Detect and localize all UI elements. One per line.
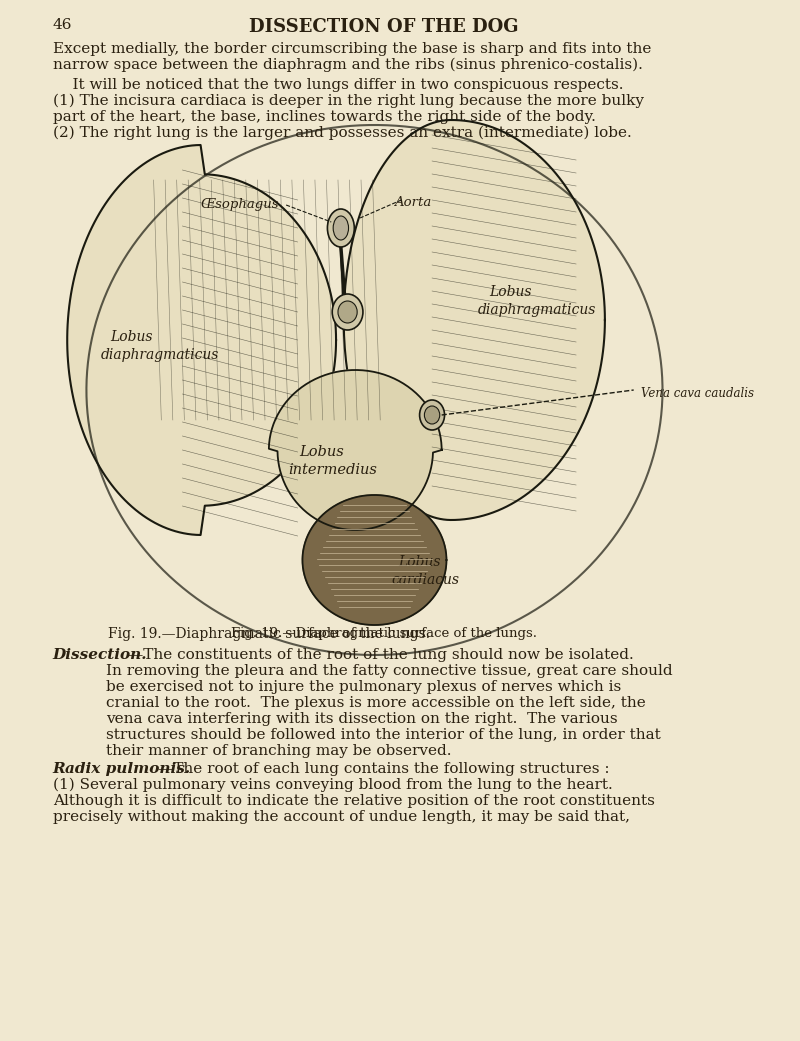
- Ellipse shape: [327, 209, 354, 247]
- Text: DISSECTION OF THE DOG: DISSECTION OF THE DOG: [250, 18, 519, 36]
- Text: structures should be followed into the interior of the lung, in order that: structures should be followed into the i…: [106, 728, 660, 742]
- Text: Vena cava caudalis: Vena cava caudalis: [642, 387, 754, 400]
- Text: Except medially, the border circumscribing the base is sharp and fits into the: Except medially, the border circumscribi…: [53, 42, 651, 56]
- Text: (1) Several pulmonary veins conveying blood from the lung to the heart.: (1) Several pulmonary veins conveying bl…: [53, 778, 613, 792]
- Text: cranial to the root.  The plexus is more accessible on the left side, the: cranial to the root. The plexus is more …: [106, 696, 646, 710]
- Text: (2) The right lung is the larger and possesses an extra (intermediate) lobe.: (2) The right lung is the larger and pos…: [53, 126, 631, 141]
- Text: 46: 46: [53, 18, 72, 32]
- Polygon shape: [302, 496, 446, 625]
- Text: be exercised not to injure the pulmonary plexus of nerves which is: be exercised not to injure the pulmonary…: [106, 680, 621, 694]
- Text: part of the heart, the base, inclines towards the right side of the body.: part of the heart, the base, inclines to…: [53, 110, 596, 124]
- Text: Radix pulmonis.: Radix pulmonis.: [53, 762, 191, 776]
- Text: diaphragmaticus: diaphragmaticus: [101, 348, 219, 362]
- Polygon shape: [67, 145, 336, 535]
- Text: Fig. 19.—Diaphragmatic surface of the lungs.: Fig. 19.—Diaphragmatic surface of the lu…: [231, 627, 537, 640]
- Text: Lobus: Lobus: [110, 330, 153, 344]
- Text: intermedius: intermedius: [288, 463, 377, 477]
- Text: In removing the pleura and the fatty connective tissue, great care should: In removing the pleura and the fatty con…: [106, 664, 672, 678]
- Text: Lobus: Lobus: [398, 555, 441, 569]
- Text: vena cava interfering with its dissection on the right.  The various: vena cava interfering with its dissectio…: [106, 712, 618, 726]
- Text: precisely without making the account of undue length, it may be said that,: precisely without making the account of …: [53, 810, 630, 824]
- Text: their manner of branching may be observed.: their manner of branching may be observe…: [106, 744, 451, 758]
- Text: Œsophagus: Œsophagus: [201, 198, 279, 211]
- Text: Lobus: Lobus: [299, 445, 344, 459]
- Text: —The root of each lung contains the following structures :: —The root of each lung contains the foll…: [158, 762, 610, 776]
- Text: It will be noticed that the two lungs differ in two conspicuous respects.: It will be noticed that the two lungs di…: [53, 78, 623, 92]
- Text: diaphragmaticus: diaphragmaticus: [478, 303, 597, 318]
- Text: (1) The incisura cardiaca is deeper in the right lung because the more bulky: (1) The incisura cardiaca is deeper in t…: [53, 94, 644, 108]
- Text: Although it is difficult to indicate the relative position of the root constitue: Although it is difficult to indicate the…: [53, 794, 654, 808]
- Text: Dissection.: Dissection.: [53, 648, 147, 662]
- Text: Fig. 19.—Diaphragmatic surface of the lungs.: Fig. 19.—Diaphragmatic surface of the lu…: [108, 627, 430, 641]
- Polygon shape: [269, 370, 442, 530]
- Text: Aorta: Aorta: [394, 196, 431, 209]
- Ellipse shape: [424, 406, 440, 424]
- Polygon shape: [344, 120, 605, 520]
- Text: cardiacus: cardiacus: [392, 573, 460, 587]
- Text: Lobus: Lobus: [490, 285, 532, 299]
- Text: —The constituents of the root of the lung should now be isolated.: —The constituents of the root of the lun…: [128, 648, 634, 662]
- Ellipse shape: [419, 400, 445, 430]
- Ellipse shape: [333, 215, 349, 240]
- Ellipse shape: [338, 301, 357, 323]
- Ellipse shape: [332, 294, 363, 330]
- Text: narrow space between the diaphragm and the ribs (sinus phrenico-costalis).: narrow space between the diaphragm and t…: [53, 58, 642, 73]
